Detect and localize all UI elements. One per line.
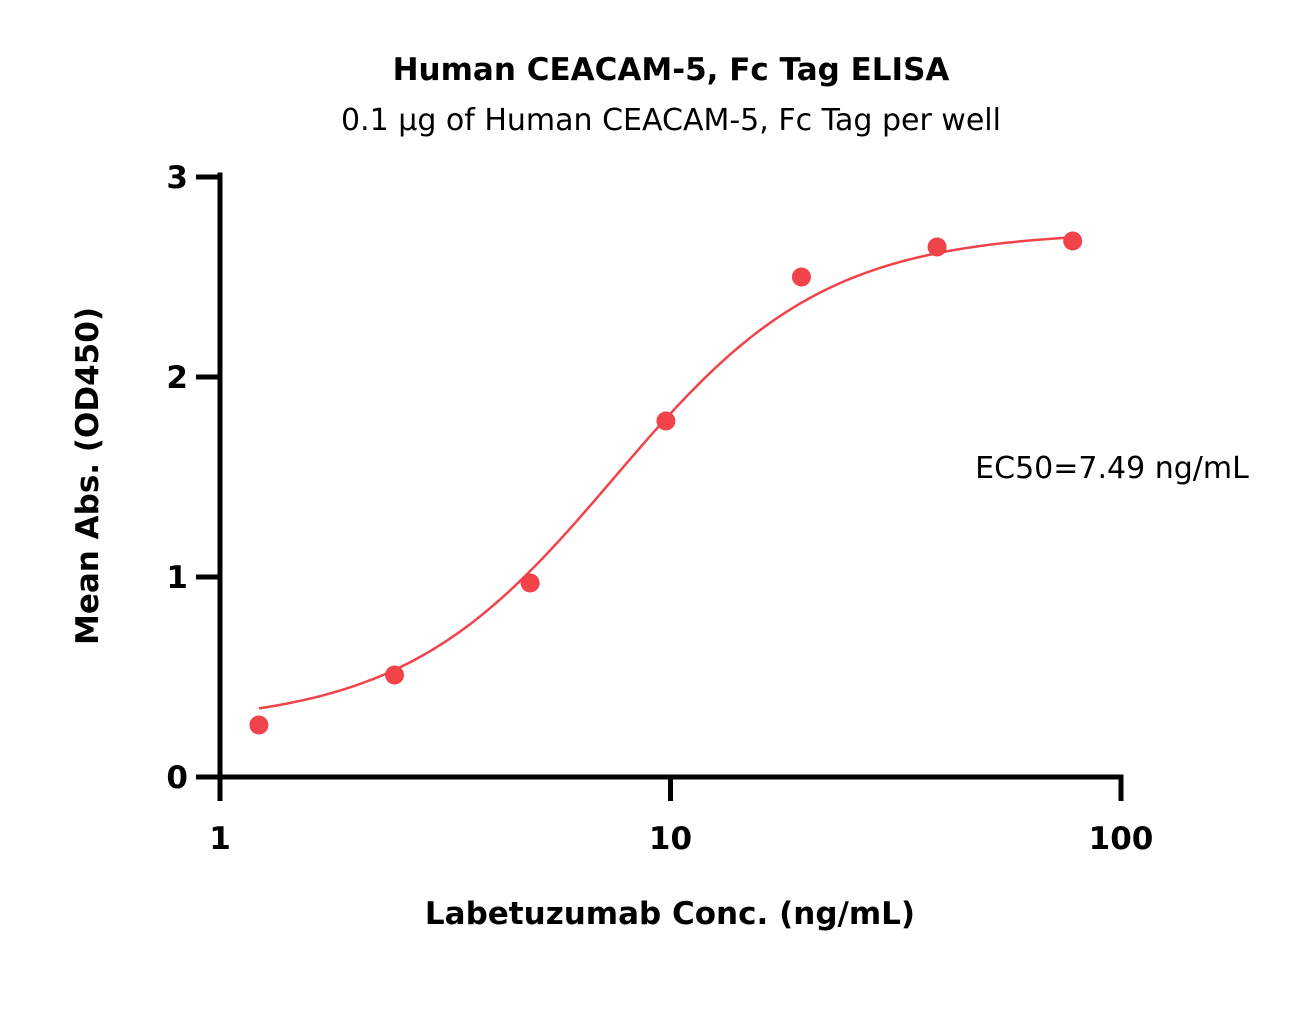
- y-tick-label: 0: [166, 760, 188, 796]
- data-point: [520, 573, 540, 593]
- chart-subtitle: 0.1 μg of Human CEACAM-5, Fc Tag per wel…: [341, 103, 1001, 138]
- data-point: [249, 715, 269, 735]
- y-axis-label: Mean Abs. (OD450): [70, 307, 106, 645]
- x-tick-label: 100: [1089, 821, 1154, 857]
- data-point: [927, 237, 947, 257]
- data-points: [249, 231, 1083, 735]
- y-tick-label: 2: [166, 360, 188, 396]
- y-tick-label: 3: [166, 160, 188, 196]
- y-ticks: 0 1 2 3: [166, 160, 220, 796]
- fit-curve: [258, 236, 1073, 710]
- y-tick-label: 1: [166, 560, 188, 596]
- chart-title: Human CEACAM-5, Fc Tag ELISA: [393, 52, 950, 88]
- data-point: [1063, 231, 1083, 251]
- data-point: [656, 411, 676, 431]
- x-tick-label: 10: [649, 821, 692, 857]
- ec50-annotation: EC50=7.49 ng/mL: [975, 451, 1249, 486]
- x-tick-label: 1: [209, 821, 231, 857]
- x-axis-label: Labetuzumab Conc. (ng/mL): [425, 896, 915, 932]
- x-ticks: 1 10 100: [209, 777, 1153, 857]
- data-point: [385, 665, 405, 685]
- fit-curve-layer: [258, 236, 1073, 710]
- data-point: [791, 267, 811, 287]
